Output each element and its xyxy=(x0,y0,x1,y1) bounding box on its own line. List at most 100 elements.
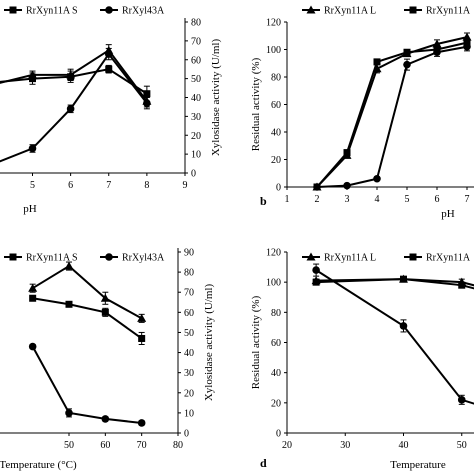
data-point xyxy=(462,32,472,41)
legend-label: RrXyl43A xyxy=(122,253,165,264)
x-tick-label: 50 xyxy=(64,440,74,451)
y-tick-label: 120 xyxy=(266,248,281,259)
data-point xyxy=(105,65,113,73)
series-line xyxy=(316,45,468,188)
x-tick-label: 40 xyxy=(399,440,409,451)
data-point xyxy=(343,181,351,190)
y-tick-label: 100 xyxy=(266,45,281,56)
data-point xyxy=(65,409,73,417)
series-line xyxy=(316,278,474,290)
data-point xyxy=(28,144,37,153)
data-point xyxy=(28,283,38,292)
x-tick-label: 3 xyxy=(345,194,350,205)
series-line xyxy=(316,41,468,188)
data-point xyxy=(104,45,114,54)
data-point xyxy=(312,278,320,286)
legend-marker xyxy=(306,5,316,14)
y-right-tick-label: 0 xyxy=(191,169,196,180)
panel-letter: b xyxy=(260,194,267,208)
data-point xyxy=(142,96,152,105)
y-right-tick-label: 60 xyxy=(184,308,194,319)
data-point xyxy=(400,275,407,283)
y-right-tick-label: 10 xyxy=(184,408,194,419)
legend-marker xyxy=(105,253,113,261)
y-right-tick-label: 50 xyxy=(184,328,194,339)
y-right-tick-label: 30 xyxy=(191,112,201,123)
data-point xyxy=(432,39,442,48)
y-tick-label: 80 xyxy=(271,308,281,319)
series-line xyxy=(0,52,148,163)
data-point xyxy=(28,70,37,79)
y-right-tick-label: 50 xyxy=(191,74,201,85)
y-tick-label: 60 xyxy=(271,338,281,349)
y-right-tick-label: 80 xyxy=(191,18,201,29)
data-point xyxy=(138,334,146,342)
x-axis-label: pH xyxy=(441,208,455,220)
x-axis-label: Temperature (°C) xyxy=(0,459,77,471)
x-tick-label: 6 xyxy=(68,180,73,191)
panel-a: 5 6 7 8 90 10 20 30 40 50 60 70 80 Xylosidase activit… xyxy=(0,6,222,215)
data-point xyxy=(65,300,73,308)
x-tick-label: 70 xyxy=(137,440,147,451)
legend-marker xyxy=(9,6,17,14)
y-right-tick-label: 30 xyxy=(184,368,194,379)
y-axis-label: Residual activity (%) xyxy=(250,57,262,151)
x-tick-label: 30 xyxy=(340,440,350,451)
data-point xyxy=(313,183,321,191)
y-tick-label: 80 xyxy=(271,73,281,84)
y-axis-label: Residual activity (%) xyxy=(250,295,262,389)
panel-letter: d xyxy=(260,456,267,470)
data-point xyxy=(101,415,110,423)
y-tick-label: 40 xyxy=(271,368,281,379)
legend-marker xyxy=(306,252,316,261)
series-line xyxy=(0,48,148,102)
y-tick-label: 40 xyxy=(271,128,281,139)
legend-label: RrXyn11A S xyxy=(26,253,78,264)
series-line xyxy=(32,264,143,320)
x-tick-label: 7 xyxy=(106,180,111,191)
x-tick-label: 60 xyxy=(100,440,110,451)
y-right-tick-label: 90 xyxy=(184,248,194,259)
data-point xyxy=(137,313,147,322)
y-right-tick-label: 70 xyxy=(191,36,201,47)
data-point xyxy=(373,58,381,66)
y-right-axis-label: Xylosidase activity (U/ml) xyxy=(203,284,215,402)
data-point xyxy=(373,174,381,183)
x-tick-label: 80 xyxy=(173,440,183,451)
legend-marker xyxy=(409,253,417,261)
x-axis-label: pH xyxy=(23,203,37,215)
series-line xyxy=(315,269,474,405)
x-tick-label: 5 xyxy=(30,180,35,191)
legend-label: RrXyn11A xyxy=(426,6,471,17)
legend-marker xyxy=(9,253,17,261)
y-tick-label: 100 xyxy=(266,278,281,289)
x-tick-label: 1 xyxy=(285,194,290,205)
data-point xyxy=(28,342,37,351)
y-right-tick-label: 0 xyxy=(184,429,189,440)
y-right-tick-label: 70 xyxy=(184,288,194,299)
data-point xyxy=(29,294,37,302)
y-right-tick-label: 60 xyxy=(191,55,201,66)
x-tick-label: 20 xyxy=(282,440,292,451)
panel-b: 1 2 3 4 5 6 7 0 20 40 60 80 100 120 Residual activity … xyxy=(250,5,474,220)
data-point xyxy=(399,322,408,330)
data-point xyxy=(137,419,146,427)
y-tick-label: 60 xyxy=(271,100,281,111)
legend-label: RrXyn11A S xyxy=(26,6,78,17)
data-point xyxy=(101,308,109,316)
y-right-tick-label: 20 xyxy=(184,388,194,399)
legend-marker xyxy=(409,6,417,14)
y-tick-label: 20 xyxy=(271,155,281,166)
x-tick-label: 6 xyxy=(435,194,440,205)
data-point xyxy=(463,42,471,51)
data-point xyxy=(66,105,75,113)
x-axis-label: Temperature xyxy=(390,459,446,471)
legend-label: RrXyl43A xyxy=(122,6,165,17)
y-right-tick-label: 40 xyxy=(191,93,201,104)
y-tick-label: 120 xyxy=(266,18,281,29)
y-right-axis-label: Xylosidase activity (U/ml) xyxy=(210,39,222,157)
data-point xyxy=(312,266,320,274)
x-tick-label: 2 xyxy=(315,194,320,205)
